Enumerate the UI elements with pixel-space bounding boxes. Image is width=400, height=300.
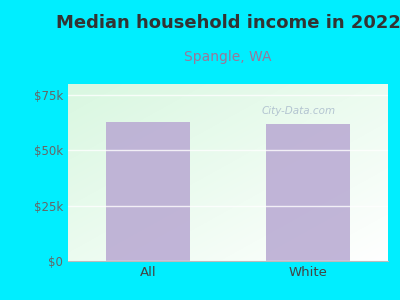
Text: Median household income in 2022: Median household income in 2022 [56,14,400,32]
Text: City-Data.com: City-Data.com [261,106,336,116]
Bar [266,124,350,261]
Bar [106,122,190,261]
Text: Spangle, WA: Spangle, WA [184,50,272,64]
